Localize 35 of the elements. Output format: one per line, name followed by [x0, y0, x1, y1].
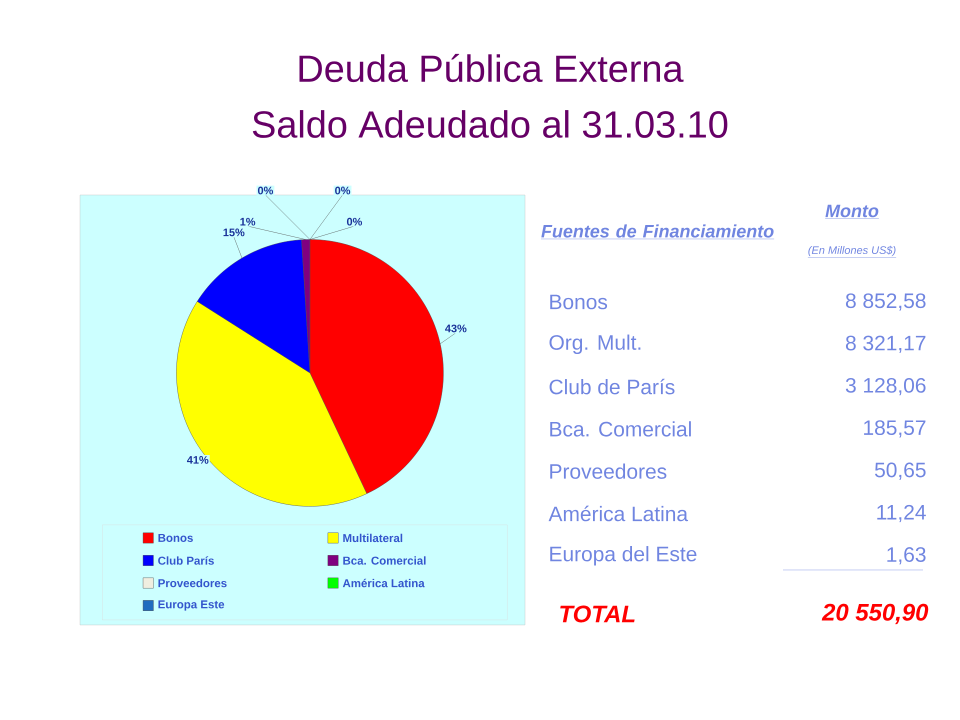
data-label: 15% [224, 228, 244, 236]
data-label: 1% [240, 218, 256, 226]
text: Europa del Este [550, 546, 696, 566]
text: 11,24 [877, 504, 926, 522]
text: 0% [258, 186, 274, 194]
text: 1,63 [887, 547, 926, 564]
text: 0% [335, 186, 350, 194]
text: Org. Mult. [550, 334, 640, 354]
text: Bca. Comercial [550, 421, 691, 437]
source-note: Fuentes de Financiamiento [541, 224, 774, 238]
text: 8 852,58 [846, 293, 926, 311]
chart-subtitle: Saldo Adeudado al 31.03.10 [252, 110, 728, 138]
legend-label: Club París [158, 556, 214, 565]
text: 3 128,06 [846, 378, 926, 396]
legend-label: Europa Este [158, 600, 224, 611]
data-label: 41% [186, 456, 208, 464]
text: América Latina [548, 506, 688, 522]
chart-title: Deuda Pública Externa [300, 54, 684, 82]
text: 8 321,17 [846, 336, 926, 353]
text: Bonos [550, 294, 608, 310]
text: 50,65 [874, 462, 926, 480]
text: 20 550,90 [822, 604, 928, 624]
legend-label: Bonos [158, 534, 193, 542]
text: Monto [825, 204, 878, 218]
text: Club de París [550, 378, 674, 394]
legend-label: Multilateral [343, 534, 402, 542]
data-label: 43% [445, 324, 467, 332]
text: 0% [346, 218, 362, 226]
legend-label: Proveedores [158, 578, 227, 588]
text: TOTAL [560, 606, 635, 622]
legend-label: América Latina [342, 578, 425, 588]
legend-label: Bca. Comercial [343, 556, 426, 565]
text: 185,57 [864, 420, 926, 438]
text: (En Millones US$) [808, 246, 896, 256]
text: Proveedores [550, 464, 666, 479]
